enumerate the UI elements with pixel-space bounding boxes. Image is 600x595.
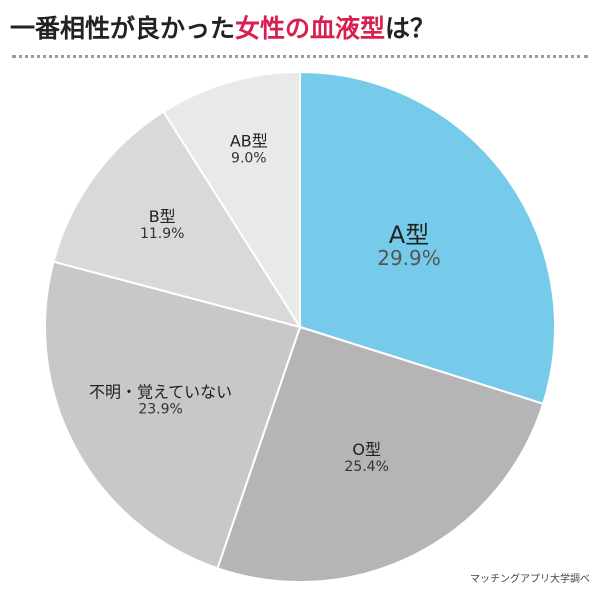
pie-slice-3 (44, 260, 302, 570)
slice-label-4: B型 (149, 207, 176, 226)
title-part1: 一番相性が良かった (10, 14, 236, 43)
slice-label-3: 不明・覚えていない (89, 383, 232, 402)
chart-title: 一番相性が良かった女性の血液型は？ (10, 9, 435, 45)
source-note: マッチングアプリ大学調べ (470, 574, 590, 585)
pie-slice-4 (52, 110, 303, 329)
slice-label-1: A型 (389, 221, 429, 249)
pie-slice-2 (216, 325, 545, 583)
slice-label-2: O型 (352, 440, 381, 459)
pie-slice-1 (299, 70, 556, 406)
title-part2: は？ (385, 14, 436, 43)
slice-label-5: AB型 (230, 132, 268, 151)
pie-slice-5 (162, 70, 301, 331)
slice-value-2: 25.4% (344, 459, 388, 475)
slice-value-1: 29.9% (377, 246, 441, 270)
slice-value-5: 9.0% (231, 151, 267, 167)
pie-slices (44, 70, 556, 583)
slice-value-4: 11.9% (140, 226, 184, 242)
title-divider (12, 55, 588, 58)
title-accent: 女性の血液型 (235, 14, 386, 43)
slice-value-3: 23.9% (138, 402, 182, 418)
